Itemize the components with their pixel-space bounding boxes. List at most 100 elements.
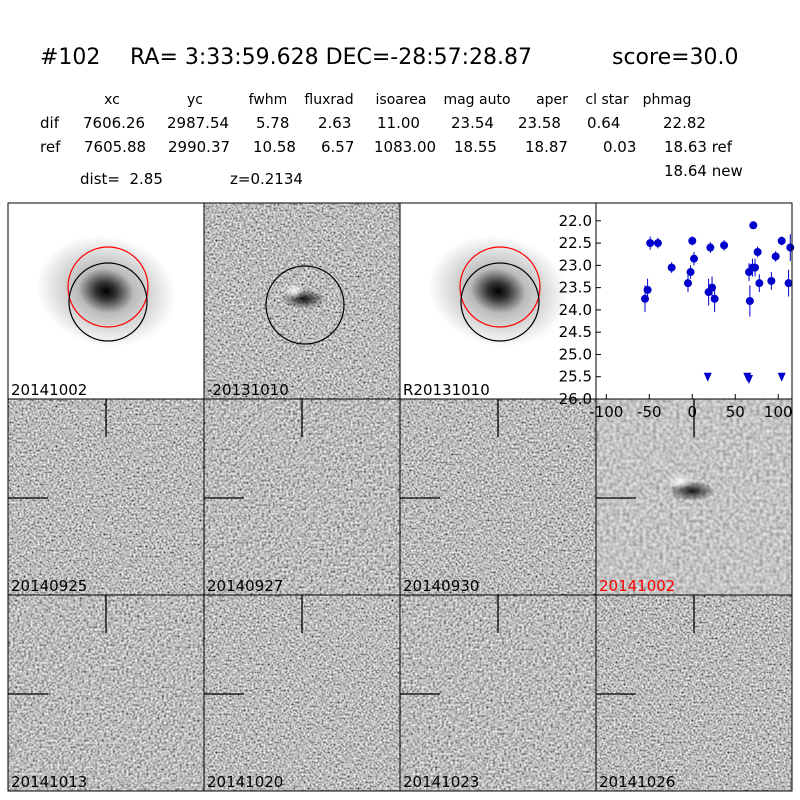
table-cell: 11.00 xyxy=(377,114,420,132)
limit-point xyxy=(777,372,786,382)
data-point xyxy=(653,239,662,248)
data-point xyxy=(688,236,697,245)
column-header: isoarea xyxy=(376,92,427,108)
circle-red xyxy=(459,246,541,328)
table-cell: 18.55 xyxy=(454,138,497,156)
image-panel: 20141002 xyxy=(595,398,793,596)
table-cell: 5.78 xyxy=(256,114,289,132)
x-tick-label: 100 xyxy=(764,403,793,421)
residual xyxy=(284,283,304,299)
image-panel: 20141026 xyxy=(595,594,793,792)
data-point xyxy=(720,241,729,250)
panel-label: 20141002 xyxy=(599,577,675,595)
data-point xyxy=(690,254,698,263)
y-tick-label: 24.5 xyxy=(559,323,592,341)
circle-black xyxy=(265,265,345,345)
data-point xyxy=(755,279,764,288)
limit-point xyxy=(703,372,712,382)
table-cell: 22.82 xyxy=(663,114,706,132)
panel-label: 20141002 xyxy=(11,381,87,399)
plot-frame xyxy=(595,202,793,400)
column-header: cl star xyxy=(585,92,628,108)
redshift: z=0.2134 xyxy=(230,170,303,188)
column-header: xc xyxy=(104,92,120,108)
data-point xyxy=(771,252,780,261)
y-tick-label: 25.5 xyxy=(559,368,592,386)
dist: dist= 2.85 xyxy=(80,170,163,188)
y-tick-label: 23.0 xyxy=(559,256,592,274)
circle-black xyxy=(68,262,148,342)
column-header: fwhm xyxy=(249,92,288,108)
panel-label: 20141026 xyxy=(599,773,675,791)
y-tick-label: 22.0 xyxy=(559,212,592,230)
panel-label: -20131010 xyxy=(207,381,289,399)
data-point xyxy=(706,243,715,252)
image-panel: 20140930 xyxy=(399,398,597,596)
panels: 20141002 -20131010 R20131010 20140925 201409… xyxy=(7,202,793,792)
data-point xyxy=(753,248,762,256)
y-tick-label: 26.0 xyxy=(559,390,592,408)
panel-label: R20131010 xyxy=(403,381,490,399)
table-cell: 2.63 xyxy=(318,114,351,132)
image-panel: -20131010 xyxy=(203,202,401,400)
panel-label: 20140930 xyxy=(403,577,479,595)
data-point xyxy=(667,263,676,272)
data-point xyxy=(686,268,695,277)
data-point xyxy=(767,276,776,285)
table-cell: 2990.37 xyxy=(168,138,230,156)
data-point xyxy=(643,285,652,294)
circle-red xyxy=(67,246,149,328)
data-point xyxy=(777,236,786,245)
panel-label: 20141020 xyxy=(207,773,283,791)
x-tick-label: -100 xyxy=(589,403,623,421)
circle-black xyxy=(460,262,540,342)
x-tick-label: 50 xyxy=(726,403,745,421)
data-point xyxy=(710,294,719,303)
row-label: ref xyxy=(40,138,61,156)
score: score=30.0 xyxy=(612,45,739,70)
data-point xyxy=(745,297,754,305)
y-tick-label: 22.5 xyxy=(559,234,592,252)
table-cell: 6.57 xyxy=(321,138,354,156)
image-panel: 20140927 xyxy=(203,398,401,596)
x-tick-label: 0 xyxy=(688,403,698,421)
table-note: 18.64 new xyxy=(664,162,743,180)
image-panel: 20140925 xyxy=(7,398,205,596)
table-cell: 18.63 ref xyxy=(664,138,733,156)
data-point xyxy=(641,294,649,303)
limit-point xyxy=(745,374,754,384)
column-header: yc xyxy=(187,92,203,108)
data-point xyxy=(683,279,692,288)
table-cell: 23.58 xyxy=(518,114,561,132)
data-point xyxy=(646,239,655,248)
lightcurve: 22.0 22.5 23.0 23.5 24.0 24.5 25.0 25.5 26.0-100… xyxy=(559,202,795,421)
table-cell: 7605.88 xyxy=(84,138,146,156)
cand-id: #102 xyxy=(40,45,100,70)
image-panel: 20141002 xyxy=(7,202,205,400)
table-cell: 23.54 xyxy=(451,114,494,132)
panel-label: 20140925 xyxy=(11,577,87,595)
panel-frame xyxy=(595,594,793,792)
table-cell: 7606.26 xyxy=(83,114,145,132)
data-point xyxy=(784,279,793,288)
data-point xyxy=(786,243,795,252)
image-panel: R20131010 xyxy=(399,202,597,400)
data-point xyxy=(708,283,717,292)
y-tick-label: 25.0 xyxy=(559,345,592,363)
panel-label: 20140927 xyxy=(207,577,283,595)
data-point xyxy=(749,221,758,230)
image-panel: 20141013 xyxy=(7,594,205,792)
column-header: mag auto xyxy=(443,92,510,108)
y-tick-label: 23.5 xyxy=(559,279,592,297)
table-cell: 0.64 xyxy=(587,114,620,132)
image-panel: 20141020 xyxy=(203,594,401,792)
row-label: dif xyxy=(40,114,60,132)
table-cell: 1083.00 xyxy=(374,138,436,156)
table-cell: 18.87 xyxy=(525,138,568,156)
column-header: phmag xyxy=(643,92,692,108)
y-tick-label: 24.0 xyxy=(559,301,592,319)
table-cell: 2987.54 xyxy=(167,114,229,132)
panel-label: 20141023 xyxy=(403,773,479,791)
image-panel: 20141023 xyxy=(399,594,597,792)
